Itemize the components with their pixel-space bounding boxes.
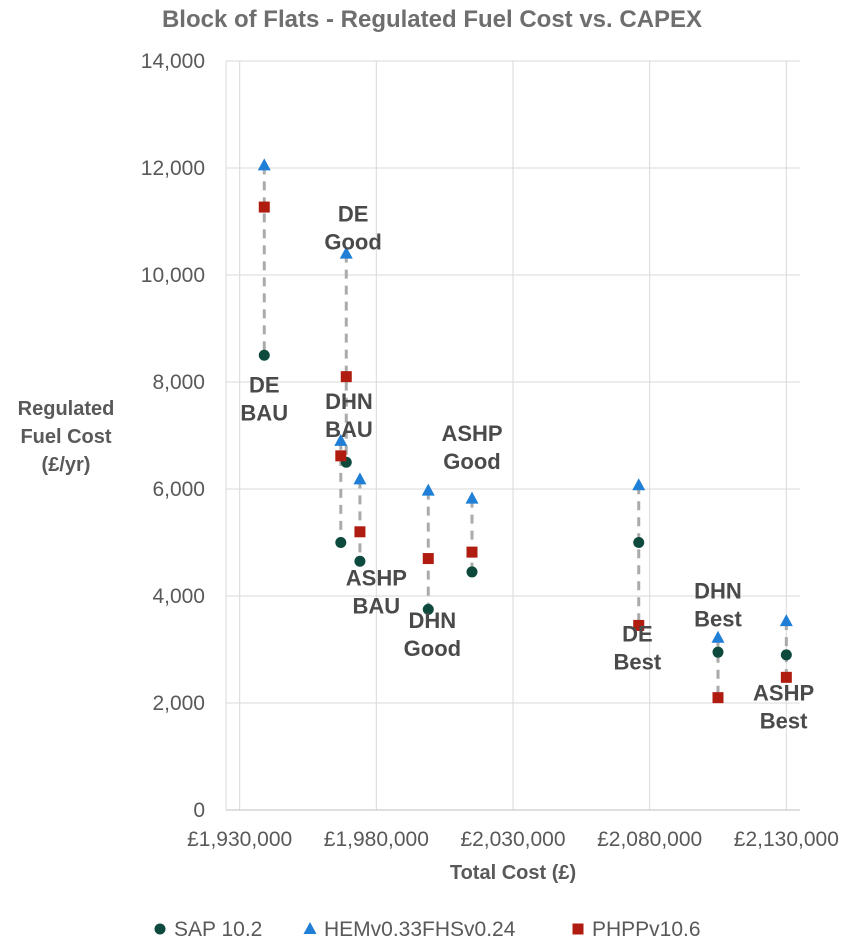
data-point-square xyxy=(335,450,347,462)
data-point-triangle xyxy=(334,433,348,446)
legend-marker-square xyxy=(572,923,584,935)
data-point-triangle xyxy=(711,630,725,643)
y-axis-title: Regulated Fuel Cost (£/yr) xyxy=(18,398,115,476)
y-tick-label: 10,000 xyxy=(141,264,205,287)
point-annotation: DHN BAU xyxy=(325,389,373,442)
legend-label: HEMv0.33FHSv0.24 xyxy=(324,918,516,941)
y-tick-label: 0 xyxy=(193,799,205,822)
data-point-triangle xyxy=(257,158,271,171)
point-annotation: DE Good xyxy=(324,202,381,255)
data-point-circle xyxy=(422,603,434,615)
axes: 0 2,000 4,000 6,000 8,000 10,000 12,000 14,000 £… xyxy=(141,50,839,851)
data-point-square xyxy=(354,526,366,538)
data-point-triangle xyxy=(353,472,367,485)
y-tick-label: 6,000 xyxy=(152,478,205,501)
x-axis-title: Total Cost (£) xyxy=(450,862,576,884)
x-tick-label: £1,980,000 xyxy=(324,828,429,851)
legend-label: PHPPv10.6 xyxy=(592,918,701,941)
point-annotation: ASHP BAU xyxy=(346,565,407,618)
point-annotation: DHN Best xyxy=(694,579,742,632)
data-point-square xyxy=(340,371,352,383)
data-point-circle xyxy=(335,537,347,548)
legend-marker-triangle xyxy=(303,922,317,934)
x-tick-label: £2,130,000 xyxy=(734,828,839,851)
connector-lines xyxy=(262,165,788,698)
legend-label: SAP 10.2 xyxy=(174,918,262,941)
y-tick-label: 2,000 xyxy=(152,692,205,715)
x-tick-label: £2,030,000 xyxy=(460,828,565,851)
point-annotation: DE Best xyxy=(614,621,662,674)
data-point-square xyxy=(422,553,434,565)
data-points xyxy=(257,158,793,704)
data-point-circle xyxy=(258,349,270,361)
x-tick-label: £1,930,000 xyxy=(187,828,292,851)
y-tick-label: 4,000 xyxy=(152,585,205,608)
y-tick-label: 14,000 xyxy=(141,50,205,73)
data-point-triangle xyxy=(339,246,353,259)
x-tick-label: £2,080,000 xyxy=(597,828,702,851)
data-point-circle xyxy=(466,566,478,578)
y-tick-label: 12,000 xyxy=(141,157,205,180)
legend-marker-circle xyxy=(154,923,166,935)
data-point-circle xyxy=(354,555,366,567)
grid-lines xyxy=(226,60,800,811)
point-annotation: ASHP Best xyxy=(753,680,814,733)
data-point-triangle xyxy=(421,483,435,496)
data-point-triangle xyxy=(465,491,479,504)
data-point-circle xyxy=(712,646,724,658)
data-point-square xyxy=(466,546,478,558)
point-annotation: DHN Good xyxy=(404,608,461,661)
data-point-circle xyxy=(780,649,792,661)
chart-title: Block of Flats - Regulated Fuel Cost vs.… xyxy=(162,6,702,33)
legend: SAP 10.2 HEMv0.33FHSv0.24 PHPPv10.6 xyxy=(154,918,701,941)
data-point-square xyxy=(633,619,645,631)
data-point-triangle xyxy=(779,614,793,627)
y-tick-label: 8,000 xyxy=(152,371,205,394)
data-point-square xyxy=(780,671,792,683)
point-annotation: ASHP Good xyxy=(441,421,502,474)
data-point-circle xyxy=(633,537,645,548)
data-point-square xyxy=(712,692,724,704)
point-annotation: DE BAU xyxy=(240,373,288,426)
y-axis-title-text: Regulated Fuel Cost (£/yr) xyxy=(18,398,115,476)
data-point-triangle xyxy=(632,478,646,491)
data-point-square xyxy=(258,201,270,213)
